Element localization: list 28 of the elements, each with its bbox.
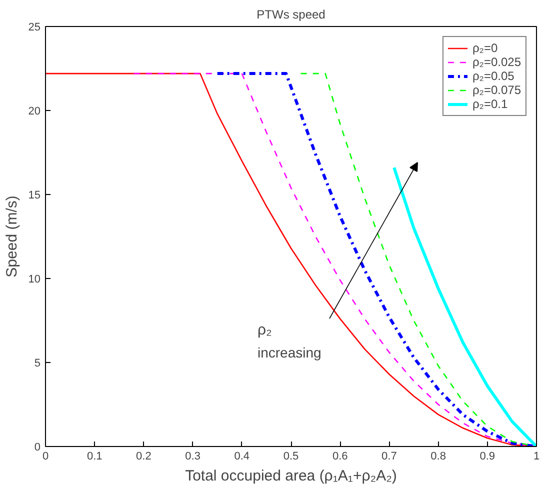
- y-tick-label: 20: [28, 106, 41, 118]
- x-tick-label: 0.4: [234, 450, 250, 462]
- legend-label: ρ₂=0.025: [472, 55, 521, 69]
- x-tick-label: 1: [533, 450, 540, 462]
- y-tick-label: 10: [28, 274, 41, 286]
- x-tick-label: 0.9: [480, 450, 496, 462]
- line-series: [392, 166, 536, 446]
- legend-label: ρ₂=0: [472, 41, 498, 55]
- y-tick-label: 5: [34, 358, 41, 370]
- legend-label: ρ₂=0.05: [472, 69, 514, 83]
- legend-label: ρ₂=0.1: [472, 97, 508, 111]
- x-tick-label: 0.6: [332, 450, 348, 462]
- chart-title: PTWs speed: [256, 8, 326, 22]
- x-tick-label: 0.8: [430, 450, 446, 462]
- y-axis-title: Speed (m/s): [3, 196, 20, 278]
- y-tick-label: 15: [28, 190, 41, 202]
- x-tick-label: 0.3: [185, 450, 200, 462]
- x-tick-label: 0.7: [382, 450, 397, 462]
- x-tick-label: 0.2: [136, 450, 152, 462]
- y-tick-label: 0: [34, 442, 41, 454]
- legend-label: ρ₂=0.075: [472, 83, 521, 97]
- annotation: ρ₂ increasing: [258, 322, 322, 360]
- x-axis-title: Total occupied area (ρ₁A₁+ρ₂A₂): [185, 468, 397, 484]
- line-series: [133, 72, 536, 446]
- y-tick-label: 25: [28, 22, 41, 34]
- x-tick-label: 0.1: [86, 450, 102, 462]
- x-tick-label: 0: [42, 450, 49, 462]
- x-tick-label: 0.5: [283, 450, 299, 462]
